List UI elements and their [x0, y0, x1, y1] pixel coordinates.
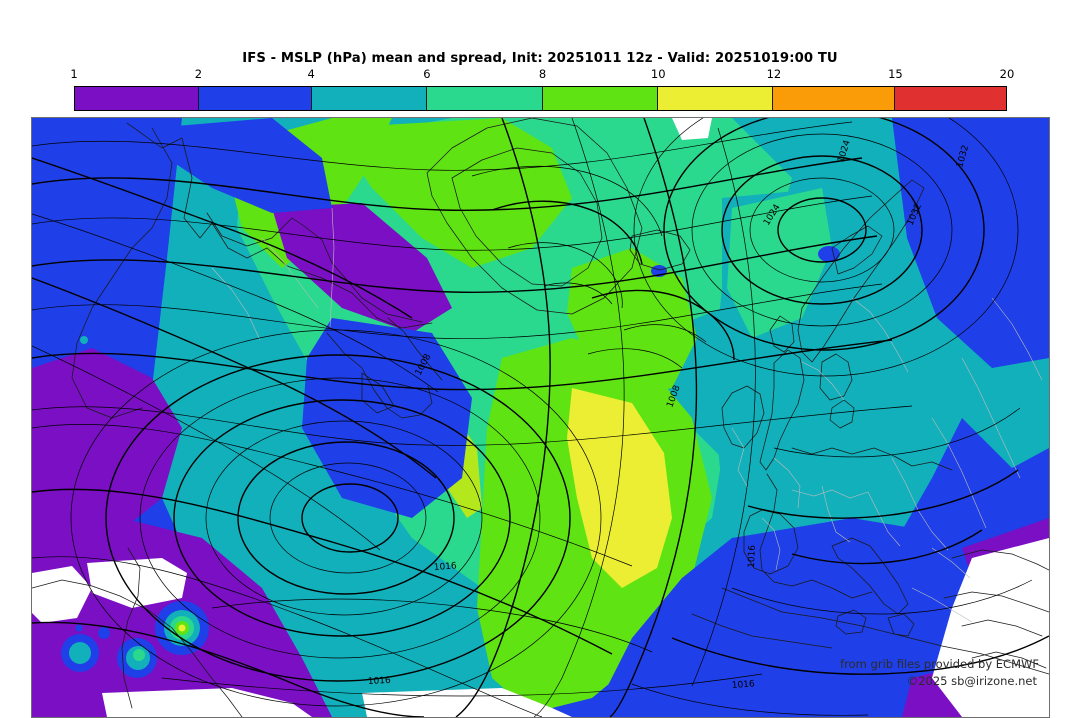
colorbar-segment-12-15: [773, 87, 895, 110]
landmask-turkey: [932, 538, 1049, 717]
colorbar-segment-15-20: [894, 87, 1007, 110]
landmask-africa-nw: [32, 566, 92, 623]
colorbar-tick-20: 20: [999, 67, 1015, 81]
colorbar-tick-2: 2: [194, 67, 203, 81]
colorbar-tick-4: 4: [307, 67, 315, 81]
page-title: IFS - MSLP (hPa) mean and spread, Init: …: [242, 51, 838, 66]
colorbar-segment-6-8: [427, 87, 543, 110]
svg-text:1016: 1016: [747, 545, 758, 569]
colorbar-gradient: [74, 86, 1007, 111]
colorbar-segment-1-2: [75, 87, 200, 110]
landmask-top: [672, 118, 712, 140]
spread-band-1-2-west: [32, 348, 182, 548]
svg-text:1016: 1016: [368, 676, 392, 687]
bullseye-canaries-small-2: [117, 638, 157, 678]
bullseye-dot-2: [98, 627, 110, 639]
colorbar-segment-10-12: [658, 87, 774, 110]
colorbar: 1 2 4 6 8 10 12 15 20: [70, 67, 1014, 111]
colorbar-tick-15: 15: [888, 67, 903, 81]
colorbar-tick-1: 1: [70, 67, 78, 81]
colorbar-segment-2-4: [199, 87, 312, 110]
colorbar-segment-4-6: [311, 87, 428, 110]
svg-text:1016: 1016: [434, 561, 458, 573]
colorbar-tick-labels: 1 2 4 6 8 10 12 15 20: [70, 67, 1014, 83]
spread-band-8-10-greenland: [332, 118, 572, 268]
spread-speck-3: [80, 336, 88, 344]
bullseye-dot-1: [75, 624, 83, 632]
spread-speck-2: [198, 199, 206, 207]
landmask-africa-s: [102, 688, 312, 717]
map-canvas[interactable]: 1008 1008 1016 1016 1016 1016 1024 1024 …: [32, 118, 1049, 717]
bullseye-canaries-large: [155, 601, 209, 655]
svg-text:1016: 1016: [732, 679, 756, 691]
spread-band-2-4-russia: [892, 118, 1049, 368]
mslp-contours: [32, 118, 1049, 717]
spread-band-2-4-canada: [152, 118, 332, 213]
colorbar-tick-12: 12: [766, 67, 782, 81]
colorbar-tick-6: 6: [423, 67, 431, 81]
map-panel[interactable]: 1008 1008 1016 1016 1016 1016 1024 1024 …: [31, 117, 1050, 718]
spread-band-6-8-scandinavia: [727, 188, 832, 338]
colorbar-tick-10: 10: [650, 67, 666, 81]
bullseye-canaries-small-1: [61, 634, 99, 672]
spread-band-1-2-canada: [272, 203, 452, 333]
coastlines: [32, 118, 1049, 717]
colorbar-tick-8: 8: [538, 67, 547, 81]
spread-speck-1: [192, 183, 202, 193]
colorbar-segment-8-10: [542, 87, 659, 110]
